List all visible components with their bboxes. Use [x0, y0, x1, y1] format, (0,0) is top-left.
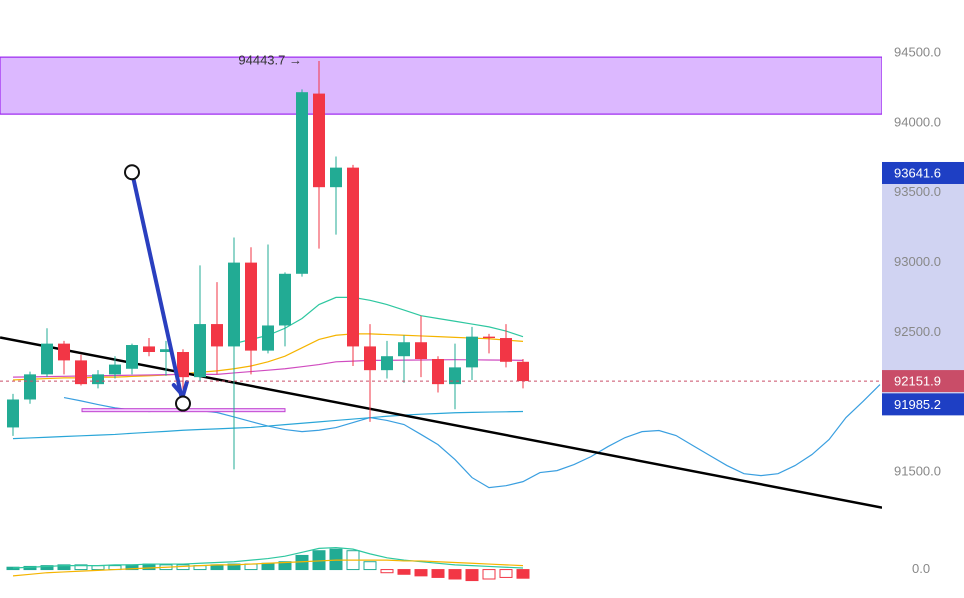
candle-body — [449, 367, 461, 385]
price-tag — [882, 161, 964, 184]
macd-bar — [380, 569, 394, 574]
macd-bar — [431, 569, 445, 578]
macd-bar — [74, 564, 88, 571]
macd-bar — [482, 569, 496, 580]
candle-body — [143, 346, 155, 353]
candle-body — [364, 346, 376, 371]
arrow-head — [181, 380, 189, 398]
macd-bar — [414, 569, 428, 577]
candle-body — [296, 92, 308, 274]
macd-bar — [261, 562, 275, 571]
indicator-line — [233, 296, 524, 345]
trendline — [0, 336, 882, 509]
y-tick-label: 0.0 — [912, 561, 930, 576]
candle-body — [398, 342, 410, 357]
macd-bar — [227, 563, 241, 571]
macd-bar — [57, 564, 71, 571]
high-annotation: 94443.7 → — [238, 52, 302, 67]
zone — [0, 56, 882, 115]
candle-body — [41, 343, 53, 375]
macd-bar — [40, 565, 54, 571]
candle-body — [466, 336, 478, 368]
y-tick-label: 93500.0 — [894, 184, 941, 199]
candle-body — [381, 356, 393, 371]
indicator-line — [12, 546, 524, 569]
candle-body — [500, 338, 512, 362]
candle-body — [330, 167, 342, 188]
indicator-line — [12, 410, 524, 440]
candle-body — [279, 273, 291, 326]
price-axis: 91500.0 92500.0 93000.0 93500.0 94000.0 94500… — [882, 45, 964, 576]
macd-bar — [244, 563, 258, 571]
macd-bar — [397, 569, 411, 575]
macd-bar — [363, 561, 377, 571]
macd-bar — [465, 569, 479, 582]
y-tick-label: 94000.0 — [894, 114, 941, 129]
candle-body — [160, 349, 172, 353]
macd-bar — [448, 569, 462, 580]
macd-bar — [499, 569, 513, 578]
candle-body — [92, 374, 104, 385]
candle-body — [432, 358, 444, 385]
candle-body — [211, 324, 223, 347]
candle-body — [483, 336, 495, 339]
y-tick-label: 92500.0 — [894, 324, 941, 339]
price-tag-label: 91985.2 — [894, 397, 941, 412]
candle-body — [177, 352, 189, 378]
y-tick-label: 93000.0 — [894, 254, 941, 269]
macd-bar — [516, 569, 530, 579]
arrow-start — [124, 164, 140, 181]
candle-body — [347, 167, 359, 347]
candle-body — [313, 93, 325, 188]
indicator-line — [12, 559, 524, 577]
arrow-line — [130, 171, 185, 404]
candle-body — [126, 345, 138, 369]
candle-body — [415, 342, 427, 359]
price-tag — [882, 370, 964, 393]
candle-body — [58, 343, 70, 361]
y-tick-label: 91500.0 — [894, 464, 941, 479]
candle-body — [194, 324, 206, 378]
candle-body — [7, 399, 19, 428]
candle-body — [228, 262, 240, 347]
candle-body — [109, 364, 121, 375]
candle-body — [245, 262, 257, 351]
plot-area: 94443.7 → — [0, 52, 882, 582]
candle-body — [75, 360, 87, 385]
price-tag — [882, 393, 964, 416]
arrow-end — [175, 395, 191, 412]
price-range — [882, 172, 964, 405]
macd-bar — [278, 561, 292, 571]
candle-body — [24, 374, 36, 400]
price-tag-label: 92151.9 — [894, 374, 941, 389]
price-tag-label: 93641.6 — [894, 165, 941, 180]
macd-bar — [329, 548, 343, 571]
candle-body — [517, 361, 529, 382]
y-tick-label: 94500.0 — [894, 45, 941, 60]
candle-body — [262, 325, 274, 351]
macd-bar — [6, 566, 20, 571]
